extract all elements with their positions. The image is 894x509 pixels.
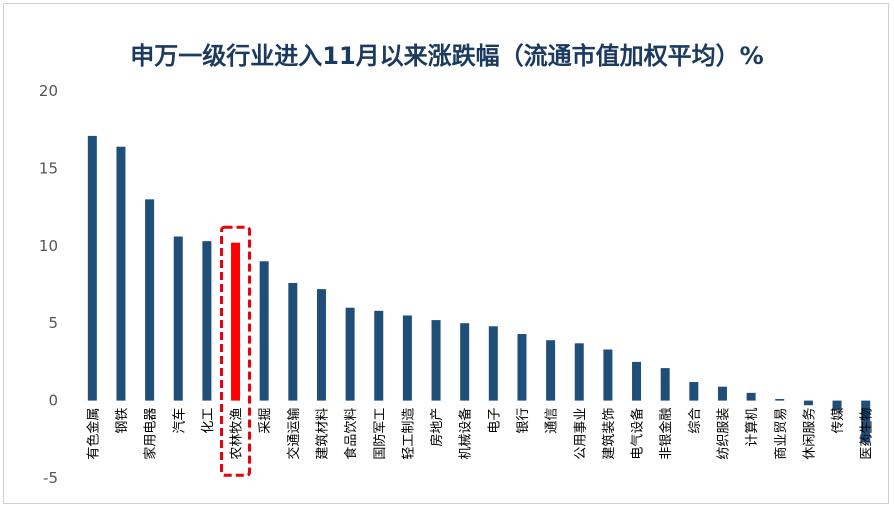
x-tick-label: 公用事业: [573, 408, 588, 460]
bar-2: [116, 146, 126, 401]
bar-20: [632, 361, 642, 401]
highlight-group: [220, 225, 252, 477]
x-tick-label: 轻工制造: [401, 408, 416, 460]
bar-26: [803, 400, 813, 406]
bar-23: [717, 386, 727, 401]
bar-21: [660, 368, 670, 401]
bar-7: [259, 261, 269, 401]
x-tick-label: 非银金融: [658, 408, 674, 460]
x-tick-label: 电子: [487, 408, 502, 434]
x-tick-label: 有色金属: [85, 408, 101, 460]
bar-27: [832, 400, 842, 410]
x-tick-label: 综合: [688, 408, 703, 434]
bar-25: [775, 399, 785, 401]
y-axis: 20 15 10 5 0 -5: [39, 82, 58, 487]
chart-title: 申万一级行业进入11月以来涨跌幅（流通市值加权平均）%: [130, 42, 764, 70]
bar-11: [374, 310, 384, 401]
bar-6: [231, 242, 241, 401]
y-tick-label: 20: [39, 82, 58, 100]
y-tick-label: 10: [39, 237, 58, 255]
x-tick-label: 通信: [545, 408, 560, 434]
x-tick-label: 农林牧渔: [230, 408, 245, 460]
bar-16: [517, 334, 527, 401]
bar-24: [746, 392, 756, 401]
x-tick-label: 商业贸易: [774, 408, 789, 460]
bar-3: [145, 199, 155, 401]
y-tick-label: 15: [39, 159, 58, 177]
x-tick-label: 医药生物: [860, 408, 875, 460]
x-tick-label: 计算机: [745, 408, 760, 447]
bar-13: [431, 320, 441, 401]
x-tick-label: 传媒: [831, 408, 846, 434]
x-tick-label: 电气设备: [630, 408, 646, 460]
x-tick-label: 银行: [516, 408, 531, 434]
x-tick-label: 交通运输: [286, 408, 302, 460]
bar-19: [603, 349, 613, 401]
x-axis-labels: 有色金属 钢铁 家用电器 汽车 化工 农林牧渔 采掘 交通运输 建筑材料 食品饮料 国防军工 轻工制造…: [85, 408, 874, 460]
bar-9: [316, 289, 326, 401]
x-tick-label: 化工: [201, 408, 216, 434]
bar-12: [402, 315, 412, 401]
bar-15: [488, 326, 498, 401]
x-tick-label: 休闲服务: [801, 408, 817, 460]
y-tick-label: 5: [48, 314, 58, 332]
bar-28: [861, 400, 871, 443]
x-tick-label: 房地产: [429, 408, 445, 447]
x-tick-label: 食品饮料: [343, 408, 359, 460]
x-tick-label: 国防军工: [372, 408, 388, 460]
bar-10: [345, 307, 355, 401]
x-tick-label: 家用电器: [143, 408, 159, 460]
highlight-box: [220, 225, 252, 477]
y-tick-label: 0: [48, 392, 58, 410]
bars: [87, 135, 871, 443]
x-tick-label: 建筑材料: [314, 408, 330, 460]
bar-1: [87, 135, 97, 401]
x-tick-label: 汽车: [171, 408, 187, 434]
bar-4: [173, 236, 183, 401]
bar-22: [689, 382, 699, 401]
bar-5: [202, 241, 212, 401]
x-tick-label: 采掘: [258, 408, 273, 434]
x-tick-label: 建筑装饰: [601, 408, 617, 460]
bar-14: [460, 323, 470, 401]
bar-18: [574, 343, 584, 401]
x-tick-label: 钢铁: [115, 408, 130, 434]
x-tick-label: 纺织服装: [716, 408, 731, 460]
bar-17: [546, 340, 556, 401]
bar-8: [288, 282, 298, 401]
y-tick-label: -5: [43, 469, 58, 487]
x-tick-label: 机械设备: [458, 408, 474, 460]
